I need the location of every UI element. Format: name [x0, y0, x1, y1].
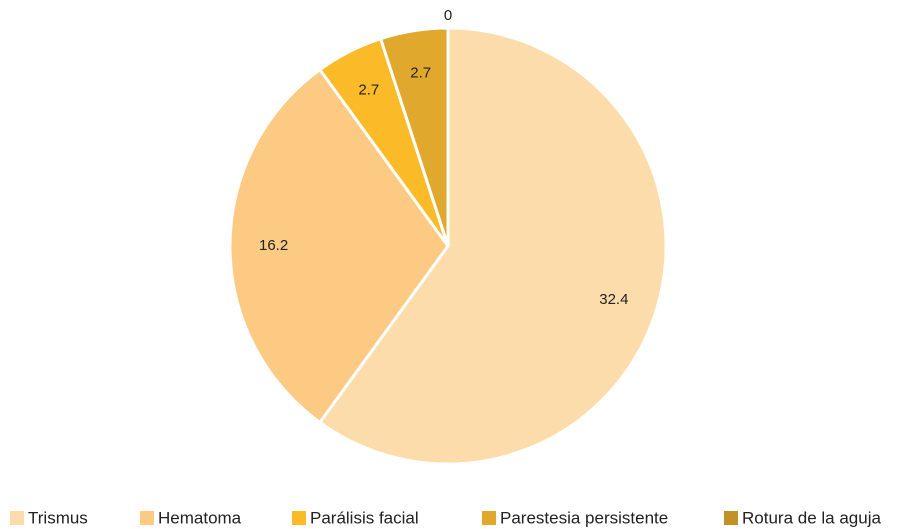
data-label: 2.7	[358, 82, 379, 99]
legend-swatch	[482, 511, 496, 525]
legend-swatch	[10, 511, 24, 525]
legend-swatch	[140, 511, 154, 525]
legend-label: Parálisis facial	[310, 508, 419, 527]
legend-swatch	[292, 511, 306, 525]
data-label: 32.4	[599, 291, 628, 308]
data-label: 16.2	[259, 237, 288, 254]
pie-slice	[228, 67, 450, 425]
pie-slice	[317, 26, 668, 466]
legend-label: Hematoma	[158, 508, 242, 527]
data-label: 0	[444, 7, 452, 24]
legend-label: Rotura de la aguja	[742, 508, 881, 527]
legend-label: Trismus	[28, 508, 88, 527]
legend-label: Parestesia persistente	[500, 508, 668, 527]
data-label: 2.7	[410, 65, 431, 82]
legend-swatch	[724, 511, 738, 525]
